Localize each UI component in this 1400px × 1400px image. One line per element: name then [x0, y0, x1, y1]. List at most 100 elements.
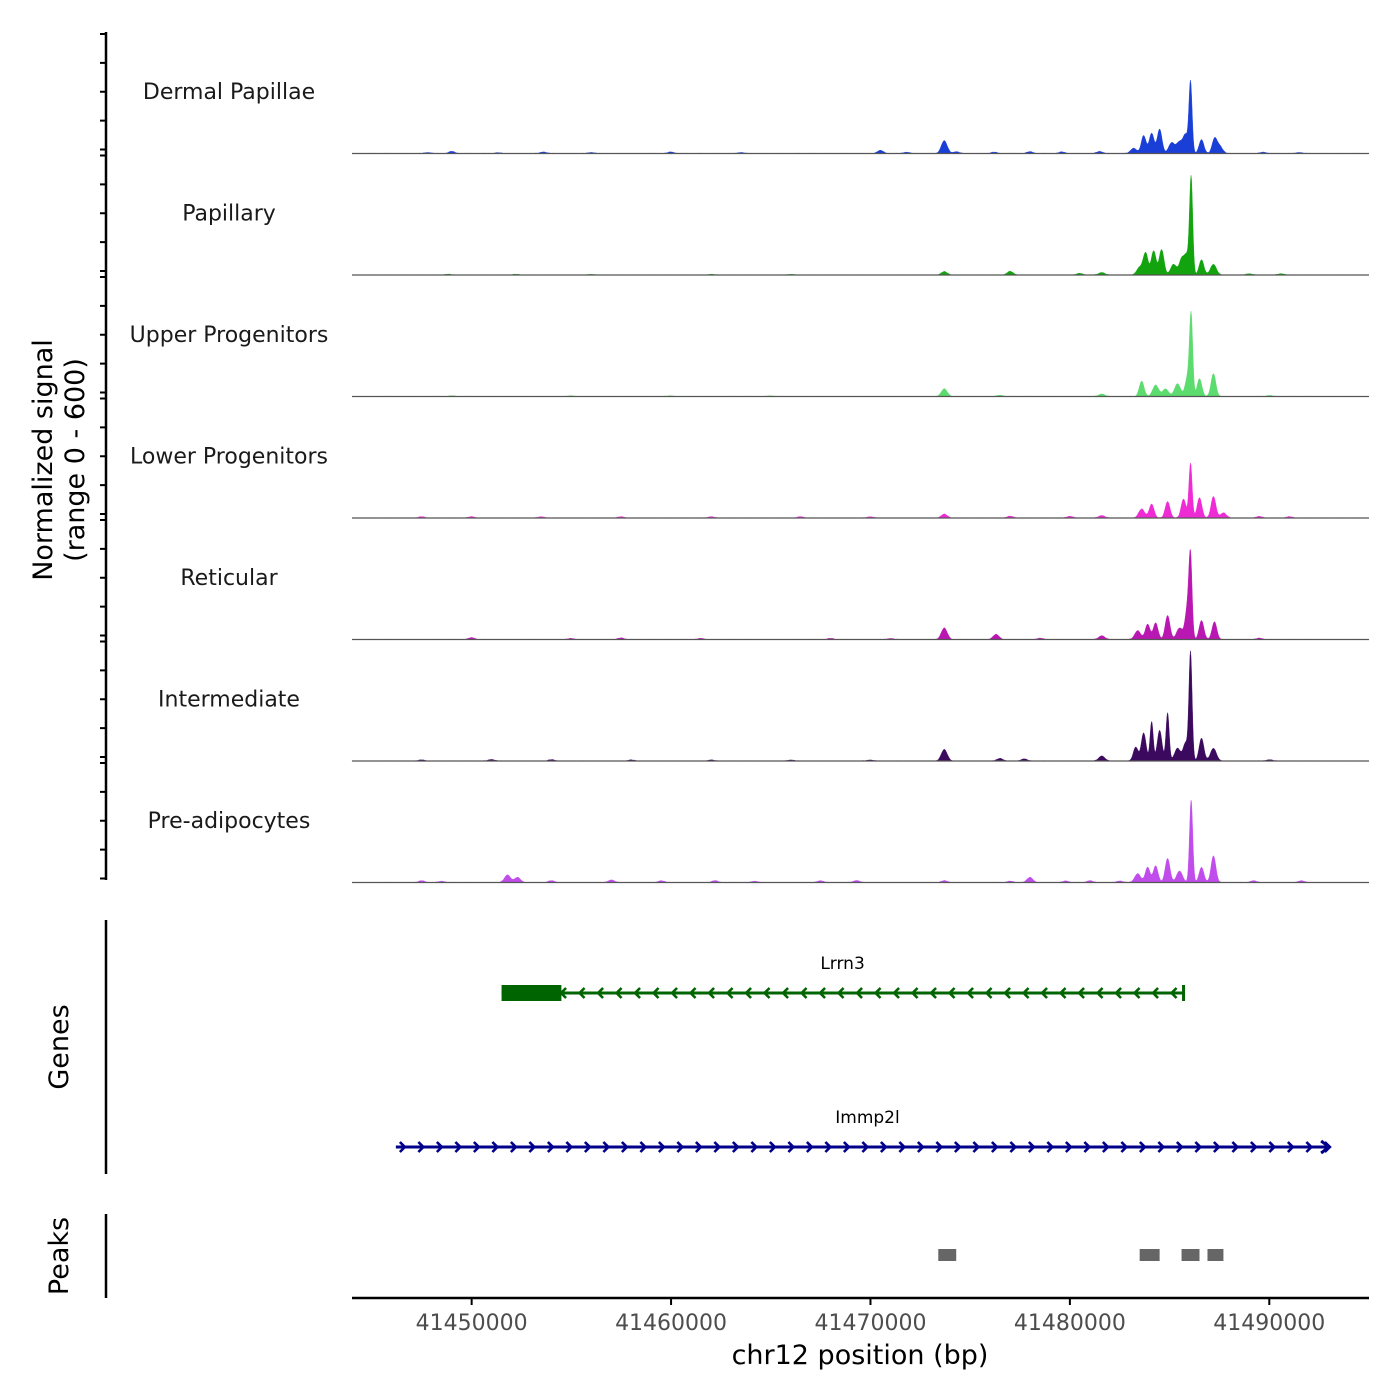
- strand-arrow: [620, 1141, 629, 1153]
- signal-area: [351, 650, 1370, 762]
- strand-arrow: [1046, 1141, 1055, 1153]
- x-axis-ticks: 41450000 41460000 41470000 41480000 41490000: [416, 1298, 1325, 1336]
- x-tick-label: 41480000: [1014, 1311, 1126, 1336]
- strand-arrow: [1021, 987, 1030, 999]
- strand-arrow: [781, 987, 789, 999]
- track-upper-progenitors: Upper Progenitors: [130, 311, 1370, 398]
- strand-arrow: [861, 1141, 870, 1153]
- strand-arrow: [1157, 1141, 1166, 1153]
- strand-arrow: [935, 1141, 944, 1153]
- strand-arrow: [842, 1141, 851, 1153]
- gene-exon: [501, 985, 562, 1001]
- strand-arrow: [1114, 987, 1122, 999]
- track-label: Reticular: [180, 566, 278, 591]
- strand-arrow: [435, 1141, 444, 1153]
- coverage-tracks: Dermal Papillae Papillary Upper Progenitor…: [130, 80, 1370, 884]
- strand-arrow: [546, 1141, 555, 1153]
- strand-arrow: [1169, 987, 1178, 999]
- strand-arrow: [966, 987, 974, 999]
- strand-arrow: [768, 1141, 777, 1153]
- x-tick-label: 41460000: [615, 1311, 727, 1336]
- strand-arrow: [731, 1141, 740, 1153]
- strand-arrow: [1132, 987, 1141, 999]
- strand-arrow: [1120, 1141, 1129, 1153]
- strand-arrow: [676, 1141, 685, 1153]
- x-tick-label: 41450000: [416, 1311, 528, 1336]
- strand-arrow: [707, 987, 715, 999]
- gene-label: Immp2l: [835, 1108, 899, 1128]
- strand-arrow: [1083, 1141, 1092, 1153]
- track-label: Papillary: [182, 202, 276, 227]
- strand-arrow: [1268, 1141, 1277, 1153]
- peak-region: [1181, 1249, 1200, 1261]
- strand-arrow: [1095, 987, 1104, 999]
- strand-arrow: [1151, 987, 1159, 999]
- strand-arrow: [491, 1141, 500, 1153]
- signal-area: [351, 800, 1370, 883]
- strand-arrow: [984, 987, 993, 999]
- strand-arrow: [454, 1141, 463, 1153]
- y-axis-range: (range 0 - 600): [60, 358, 91, 562]
- strand-arrow: [583, 1141, 592, 1153]
- x-tick-label: 41490000: [1213, 1311, 1325, 1336]
- strand-arrow: [916, 1141, 925, 1153]
- strand-arrow: [639, 1141, 648, 1153]
- strand-arrow: [1101, 1141, 1110, 1153]
- strand-arrow: [398, 1141, 407, 1153]
- strand-arrow: [947, 987, 956, 999]
- track-label: Lower Progenitors: [130, 445, 328, 470]
- strand-arrow: [694, 1141, 703, 1153]
- strand-arrow: [688, 987, 697, 999]
- strand-arrow: [892, 987, 900, 999]
- track-intermediate: Intermediate: [158, 650, 1370, 762]
- strand-arrow: [972, 1141, 981, 1153]
- track-label: Dermal Papillae: [143, 80, 315, 105]
- strand-arrow: [787, 1141, 796, 1153]
- strand-arrow: [713, 1141, 722, 1153]
- coverage-y-ticks: [100, 33, 106, 880]
- strand-arrow: [762, 987, 771, 999]
- strand-arrow: [1064, 1141, 1073, 1153]
- gene-lrrn3: Lrrn3: [501, 954, 1186, 1001]
- strand-arrow: [725, 987, 734, 999]
- strand-arrow: [1249, 1141, 1258, 1153]
- strand-arrow: [1058, 987, 1067, 999]
- strand-arrow: [565, 1141, 574, 1153]
- strand-arrow: [805, 1141, 814, 1153]
- strand-arrow: [1231, 1141, 1240, 1153]
- signal-area: [351, 80, 1370, 154]
- peaks-panel-label: Peaks: [44, 1217, 75, 1295]
- peak-region: [1207, 1249, 1224, 1261]
- strand-arrow: [528, 1141, 537, 1153]
- strand-arrow: [824, 1141, 833, 1153]
- track-lower-progenitors: Lower Progenitors: [130, 445, 1370, 519]
- strand-arrow: [614, 987, 623, 999]
- peak-region: [938, 1249, 957, 1261]
- strand-arrow: [750, 1141, 759, 1153]
- track-dermal-papillae: Dermal Papillae: [143, 80, 1370, 155]
- track-reticular: Reticular: [180, 549, 1370, 641]
- strand-arrow: [1194, 1141, 1203, 1153]
- signal-area: [351, 462, 1370, 519]
- track-label: Upper Progenitors: [130, 323, 329, 348]
- strand-arrow: [633, 987, 641, 999]
- strand-arrow: [1175, 1141, 1184, 1153]
- strand-arrow: [1040, 987, 1048, 999]
- strand-arrow: [1212, 1141, 1221, 1153]
- strand-arrow: [1009, 1141, 1018, 1153]
- strand-arrow: [417, 1141, 426, 1153]
- strand-arrow: [651, 987, 660, 999]
- signal-area: [351, 175, 1370, 276]
- signal-area: [351, 311, 1370, 397]
- strand-arrow: [910, 987, 919, 999]
- strand-arrow: [1003, 987, 1011, 999]
- strand-arrow: [799, 987, 808, 999]
- strand-arrow: [1027, 1141, 1036, 1153]
- strand-arrow: [836, 987, 845, 999]
- x-axis-title: chr12 position (bp): [732, 1340, 989, 1371]
- gene-immp2l: Immp2l: [395, 1108, 1332, 1155]
- x-tick-label: 41470000: [814, 1311, 926, 1336]
- strand-arrow: [602, 1141, 611, 1153]
- track-label: Intermediate: [158, 688, 300, 713]
